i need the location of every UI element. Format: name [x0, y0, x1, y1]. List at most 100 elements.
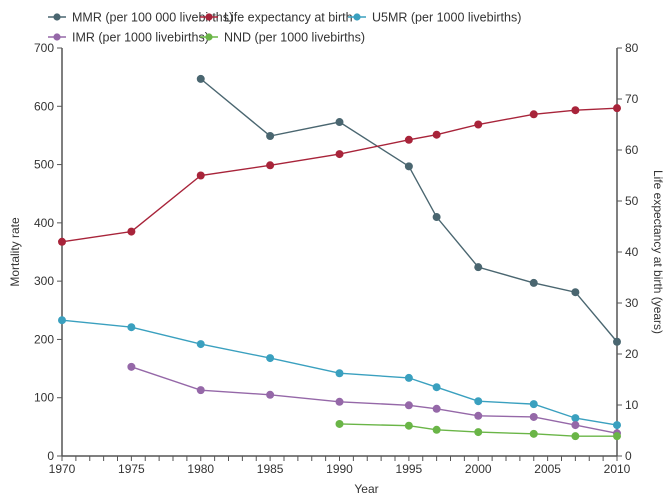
data-point-mmr — [196, 74, 205, 83]
data-point-mmr — [529, 278, 538, 287]
x-tick-label: 1985 — [257, 462, 284, 476]
x-tick-label: 1990 — [326, 462, 353, 476]
series-mmr — [196, 74, 621, 346]
y2-tick-label: 30 — [625, 296, 639, 310]
data-point-u5mr — [474, 397, 483, 406]
data-point-life-expectancy — [196, 171, 205, 180]
x-tick-label: 2000 — [465, 462, 492, 476]
data-point-life-expectancy — [613, 104, 621, 113]
y-tick-label: 500 — [34, 158, 54, 172]
legend-label: U5MR (per 1000 livebirths) — [372, 11, 521, 25]
axes: 1970 1975 1980 1985 1990 1995 2000 2005 2010 010… — [8, 41, 665, 496]
series-line-life-expectancy — [61, 107, 618, 243]
legend-label: Life expectancy at birth — [224, 11, 353, 25]
y-tick-label: 100 — [34, 391, 54, 405]
data-point-imr — [335, 397, 344, 406]
legend-swatch-marker — [353, 13, 361, 21]
data-point-u5mr — [58, 316, 66, 325]
legend-item-life-expectancy: Life expectancy at birth — [200, 11, 353, 25]
y-tick-label: 300 — [34, 274, 54, 288]
legend-swatch-marker — [53, 13, 61, 21]
data-point-life-expectancy — [432, 130, 441, 139]
legend-swatch-marker — [205, 13, 213, 21]
x-tick-label: 1975 — [118, 462, 145, 476]
data-point-nnd — [404, 421, 413, 430]
data-point-life-expectancy — [529, 110, 538, 119]
x-ticks: 1970 1975 1980 1985 1990 1995 2000 2005 2010 — [49, 456, 631, 476]
y2-tick-label: 40 — [625, 245, 639, 259]
plot-area — [58, 74, 621, 441]
x-tick-label: 2010 — [604, 462, 631, 476]
data-point-u5mr — [335, 369, 344, 378]
data-point-mmr — [335, 118, 344, 127]
y2-tick-label: 70 — [625, 92, 639, 106]
series-nnd — [335, 419, 621, 441]
data-point-imr — [127, 362, 136, 371]
data-point-mmr — [432, 213, 441, 222]
y2-axis-title: Life expectancy at birth (years) — [651, 170, 665, 334]
data-point-life-expectancy — [266, 161, 275, 170]
y-tick-label: 200 — [34, 332, 54, 346]
legend-item-mmr: MMR (per 100 000 livebirths) — [48, 11, 233, 25]
y2-tick-label: 80 — [625, 41, 639, 55]
data-point-u5mr — [266, 354, 275, 363]
legend-item-u5mr: U5MR (per 1000 livebirths) — [348, 11, 521, 25]
y2-ticks: 0 10 20 30 40 50 60 70 80 — [617, 41, 639, 463]
data-point-u5mr — [127, 323, 136, 332]
data-point-u5mr — [404, 373, 413, 382]
data-point-life-expectancy — [58, 237, 66, 246]
data-point-mmr — [266, 132, 275, 141]
legend-label: NND (per 1000 livebirths) — [224, 31, 365, 45]
x-axis-title: Year — [354, 482, 378, 496]
legend-label: MMR (per 100 000 livebirths) — [72, 11, 233, 25]
data-point-life-expectancy — [335, 150, 344, 159]
series-line-mmr — [200, 78, 618, 343]
series-line-imr — [131, 366, 618, 434]
x-tick-label: 1970 — [49, 462, 76, 476]
data-point-imr — [196, 386, 205, 395]
data-point-nnd — [474, 428, 483, 437]
x-tick-label: 1980 — [187, 462, 214, 476]
data-point-life-expectancy — [127, 227, 136, 236]
legend: MMR (per 100 000 livebirths)Life expecta… — [48, 11, 521, 45]
y-tick-label: 0 — [47, 449, 54, 463]
data-point-u5mr — [432, 383, 441, 392]
data-point-mmr — [571, 288, 580, 297]
series-imr — [127, 362, 621, 438]
legend-item-nnd: NND (per 1000 livebirths) — [200, 31, 365, 45]
data-point-imr — [432, 404, 441, 413]
data-point-nnd — [529, 429, 538, 438]
legend-item-imr: IMR (per 1000 livebirths) — [48, 31, 209, 45]
y2-tick-label: 20 — [625, 347, 639, 361]
data-point-imr — [404, 401, 413, 410]
series-life-expectancy — [58, 104, 621, 246]
y2-tick-label: 60 — [625, 143, 639, 157]
y2-tick-label: 0 — [625, 449, 632, 463]
data-point-mmr — [474, 263, 483, 272]
legend-swatch-marker — [205, 33, 213, 41]
data-point-imr — [474, 411, 483, 420]
data-point-nnd — [613, 432, 621, 441]
data-point-u5mr — [529, 400, 538, 409]
legend-label: IMR (per 1000 livebirths) — [72, 31, 209, 45]
data-point-u5mr — [613, 421, 621, 430]
data-point-u5mr — [571, 414, 580, 423]
y2-tick-label: 10 — [625, 398, 639, 412]
data-point-u5mr — [196, 340, 205, 349]
x-tick-label: 1995 — [396, 462, 423, 476]
data-point-nnd — [335, 419, 344, 428]
data-point-mmr — [613, 337, 621, 346]
data-point-imr — [571, 421, 580, 430]
y-axis-title: Mortality rate — [8, 217, 22, 287]
y2-tick-label: 50 — [625, 194, 639, 208]
data-point-life-expectancy — [571, 106, 580, 115]
series-u5mr — [58, 316, 621, 430]
y-ticks: 0 100 200 300 400 500 600 700 — [34, 41, 62, 463]
data-point-life-expectancy — [474, 120, 483, 129]
legend-swatch-marker — [53, 33, 61, 41]
x-tick-label: 2005 — [534, 462, 561, 476]
data-point-nnd — [432, 425, 441, 434]
data-point-life-expectancy — [404, 135, 413, 144]
data-point-mmr — [404, 162, 413, 171]
